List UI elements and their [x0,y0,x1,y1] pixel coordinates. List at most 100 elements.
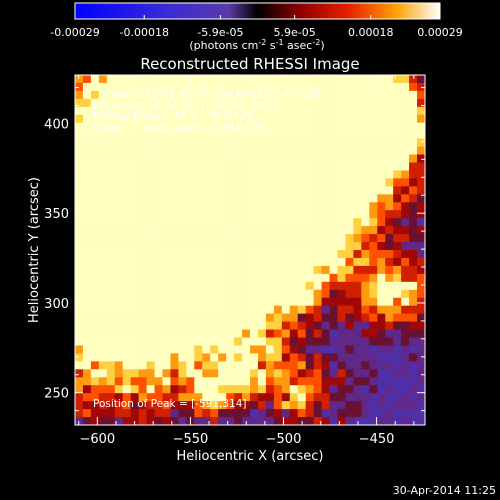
heatmap-cell [385,337,394,346]
heatmap-cell [401,170,410,179]
heatmap-cell [369,353,378,362]
heatmap-cell [106,353,116,362]
heatmap-cell [385,345,394,354]
heatmap-cell [417,178,425,187]
heatmap-cell [90,337,100,346]
heatmap-cell [106,154,116,163]
heatmap-cell [162,98,171,108]
heatmap-cell [353,265,362,275]
heatmap-cell [345,313,354,322]
heatmap-cell [250,154,259,163]
heatmap-cell [329,106,338,116]
heatmap-cell [305,377,314,386]
heatmap-cell [345,234,354,243]
heatmap-cell [218,82,227,92]
heatmap-cell [250,401,259,410]
heatmap-cell [146,162,155,171]
heatmap-cell [75,250,84,259]
heatmap-cell [75,313,84,322]
heatmap-cell [122,337,131,346]
heatmap-cell [234,281,243,291]
heatmap-cell [210,210,219,219]
heatmap-cell [234,369,243,378]
heatmap-cell [106,250,116,259]
heatmap-cell [226,130,235,139]
heatmap-cell [130,226,139,235]
heatmap-cell [122,234,131,243]
heatmap-cell [337,75,346,84]
heatmap-cell [218,321,227,330]
heatmap-cell [234,257,243,267]
heatmap-cell [289,409,299,418]
heatmap-cell [257,210,267,219]
heatmap-cell [369,75,378,84]
heatmap-cell [337,361,346,370]
heatmap-cell [369,98,378,108]
heatmap-cell [202,226,211,235]
heatmap-cell [393,178,402,187]
heatmap-cell [106,409,116,418]
heatmap-cell [186,281,195,291]
heatmap-cell [90,210,100,219]
heatmap-cell [281,337,291,346]
heatmap-cell [202,385,211,394]
heatmap-cell [178,218,187,227]
heatmap-cell [218,226,227,235]
heatmap-cell [353,210,362,219]
heatmap-cell [289,273,299,283]
heatmap-cell [194,130,203,139]
heatmap-cell [218,369,227,378]
heatmap-cell [369,130,378,139]
heatmap-cell [122,401,131,410]
heatmap-cell [289,369,299,378]
heatmap-cell [186,186,195,195]
heatmap-cell [226,186,235,195]
heatmap-cell [353,250,362,259]
heatmap-cell [329,138,338,147]
heatmap-cell [130,138,139,147]
heatmap-cell [257,385,267,394]
heatmap-cell [273,138,283,147]
heatmap-cell [146,154,155,163]
heatmap-cell [146,170,155,179]
heatmap-cell [186,234,195,243]
heatmap-cell [305,242,314,251]
heatmap-cell [305,122,314,131]
heatmap-cell [377,337,386,346]
heatmap-cell [130,154,139,163]
heatmap-cell [138,361,147,370]
heatmap-cell [130,345,139,354]
heatmap-cell [90,409,100,418]
heatmap-cell [178,385,187,394]
heatmap-cell [305,345,314,354]
colorbar-tick-label: 0.00029 [417,26,463,39]
heatmap-cell [202,250,211,259]
heatmap-cell [98,90,108,100]
heatmap-cell [305,289,314,299]
heatmap-cell [202,162,211,171]
heatmap-cell [321,377,330,386]
heatmap-cell [146,409,155,418]
heatmap-cell [289,210,299,219]
heatmap-cell [377,98,386,108]
heatmap-cell [162,257,171,267]
heatmap-cell [257,265,267,275]
heatmap-cell [194,417,203,425]
heatmap-cell [170,409,179,418]
heatmap-cell [130,353,139,362]
heatmap-cell [170,353,179,362]
heatmap-cell [345,98,354,108]
heatmap-cell [162,194,171,203]
heatmap-cell [186,178,195,187]
heatmap-cell [329,361,338,370]
heatmap-cell [242,122,251,131]
heatmap-cell [401,257,410,267]
heatmap-cell [409,385,418,394]
heatmap-cell [122,90,131,100]
heatmap-cell [337,162,346,171]
heatmap-cell [297,313,306,322]
heatmap-cell [361,130,370,139]
heatmap-cell [313,297,322,306]
heatmap-cell [377,178,386,187]
heatmap-cell [377,242,386,251]
